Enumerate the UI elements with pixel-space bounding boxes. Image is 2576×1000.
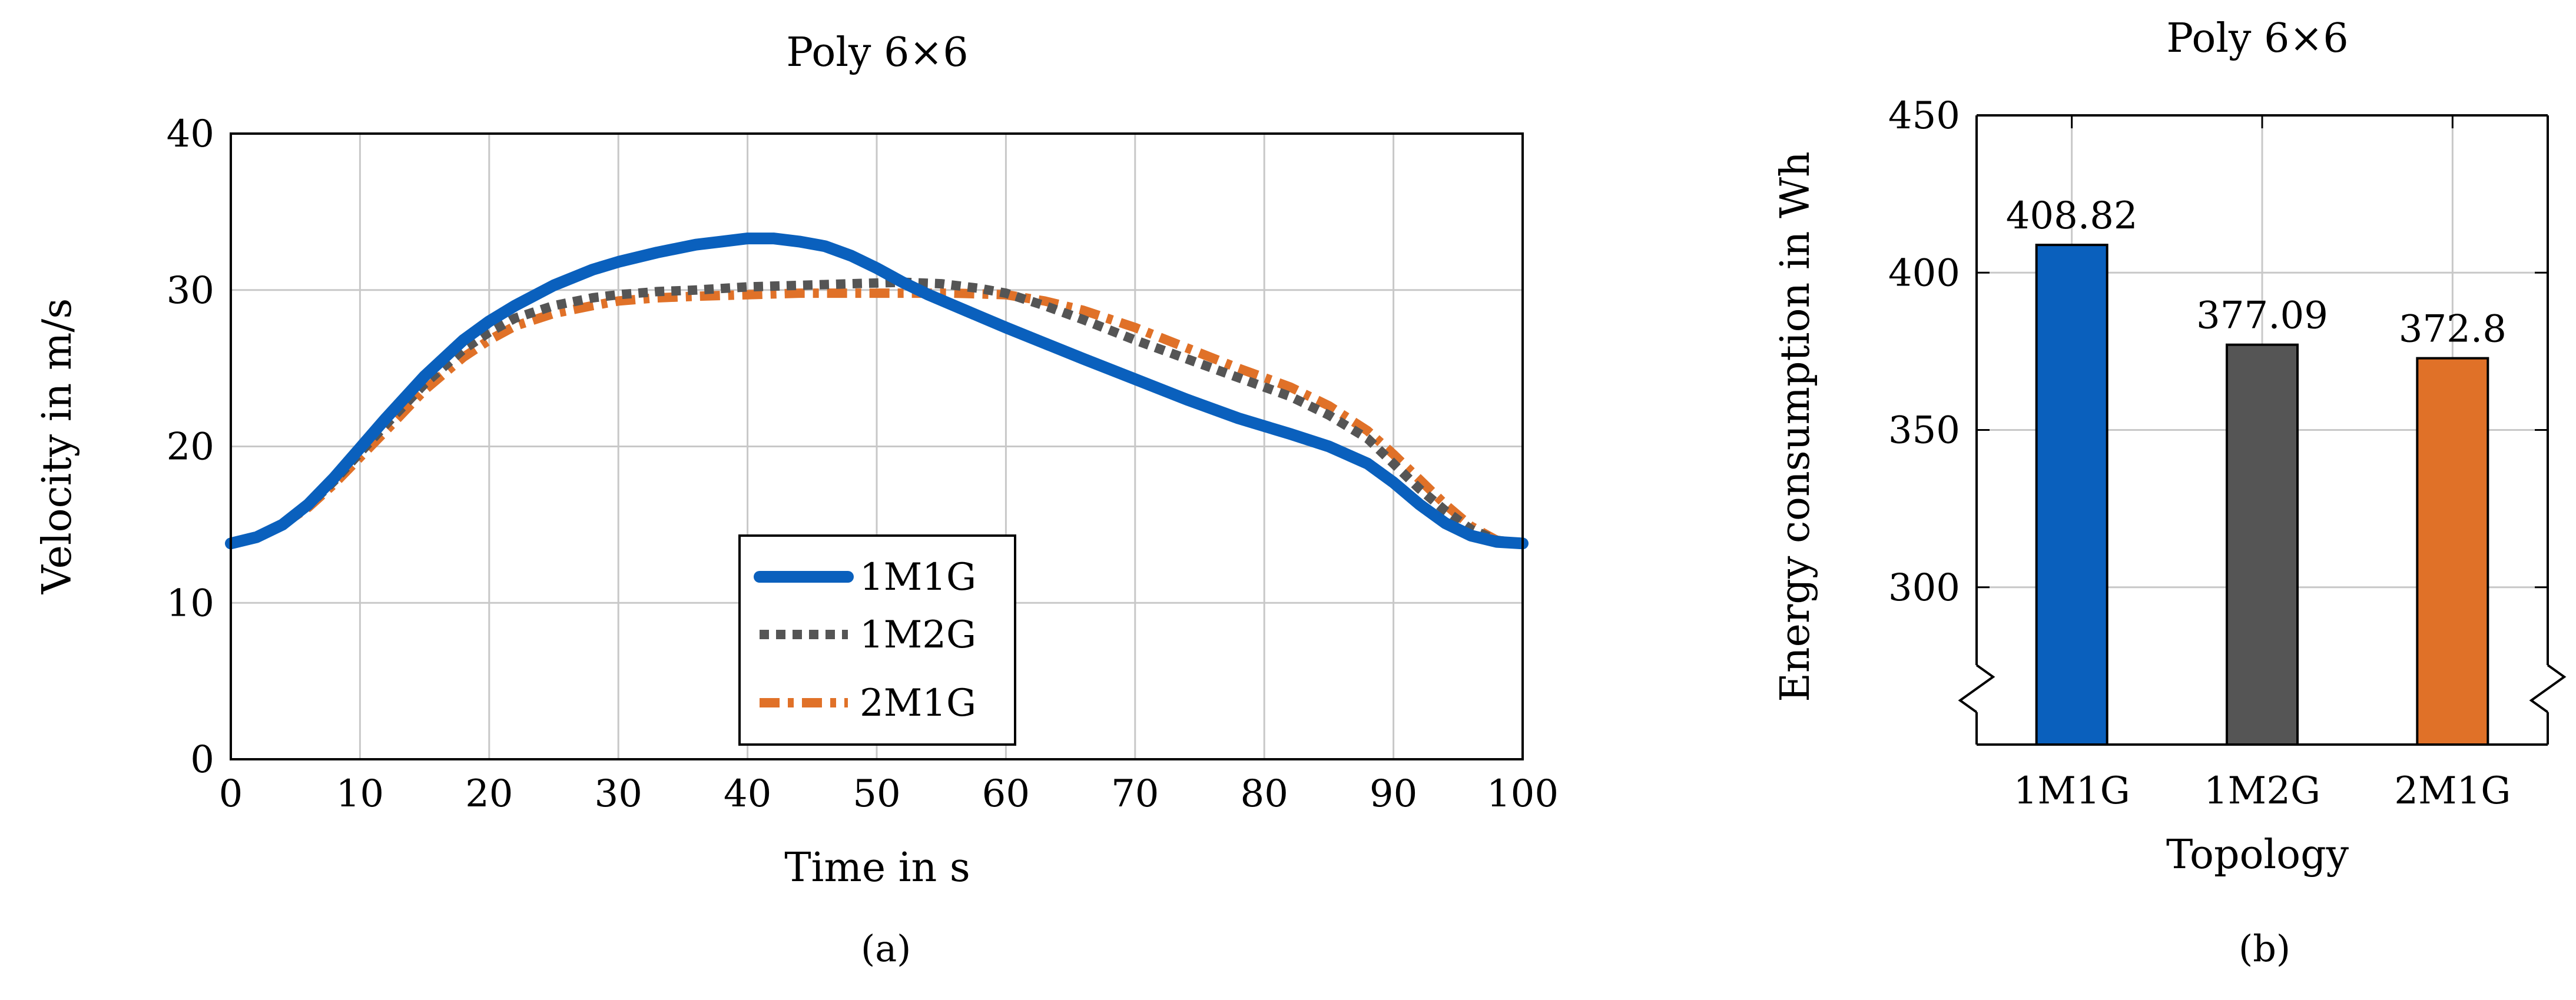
bar-chart-bars bbox=[2035, 244, 2489, 746]
bar-chart-title: Poly 6×6 bbox=[2166, 15, 2348, 62]
line-chart-x-ticks: 0 10 20 30 40 50 60 70 80 90 100 bbox=[219, 772, 1559, 816]
bar-1m1g bbox=[2035, 244, 2108, 746]
energy-bar-chart: Poly 6×6 300 350 400 450 1M1G 1M2G 2M1G 408.8… bbox=[1772, 15, 2567, 878]
axis-break-zigzag bbox=[2529, 664, 2567, 713]
x-tick-label-10: 10 bbox=[336, 772, 384, 816]
y-tick-label-30: 30 bbox=[167, 269, 214, 313]
line-chart-x-axis-label: Time in s bbox=[784, 845, 970, 891]
x-tick-label-90: 90 bbox=[1370, 772, 1417, 816]
bar-1m2g bbox=[2226, 343, 2299, 746]
panel-label-a: (a) bbox=[861, 927, 911, 970]
bar-x-tick-label-1m2g: 1M2G bbox=[2204, 769, 2320, 813]
legend-frame bbox=[738, 534, 1016, 746]
bar-chart-y-axis-label: Energy consumption in Wh bbox=[1772, 151, 1819, 702]
legend-label-1m1g: 1M1G bbox=[860, 556, 976, 599]
bar-y-tick-label-350: 350 bbox=[1888, 409, 1960, 453]
bar-value-label-1m2g: 377.09 bbox=[2196, 294, 2328, 338]
x-tick-label-20: 20 bbox=[465, 772, 513, 816]
line-chart-y-ticks: 0 10 20 30 40 bbox=[167, 112, 214, 782]
x-tick-label-40: 40 bbox=[724, 772, 771, 816]
legend-label-2m1g: 2M1G bbox=[860, 682, 976, 725]
bar-value-label-2m1g: 372.8 bbox=[2399, 308, 2507, 351]
bar-x-tick-label-2m1g: 2M1G bbox=[2394, 769, 2511, 813]
y-tick-label-40: 40 bbox=[167, 112, 214, 156]
y-tick-label-0: 0 bbox=[190, 738, 214, 782]
x-tick-label-100: 100 bbox=[1487, 772, 1559, 816]
bar-value-label-1m1g: 408.82 bbox=[2006, 194, 2138, 238]
bar-chart-y-ticks: 300 350 400 450 bbox=[1888, 94, 2548, 610]
x-tick-label-70: 70 bbox=[1111, 772, 1159, 816]
panel-label-b: (b) bbox=[2239, 927, 2291, 970]
line-chart-legend: 1M1G 1M2G 2M1G bbox=[738, 534, 1016, 746]
x-tick-label-60: 60 bbox=[982, 772, 1030, 816]
bar-y-tick-label-400: 400 bbox=[1888, 251, 1960, 295]
x-tick-label-30: 30 bbox=[594, 772, 642, 816]
bar-2m1g bbox=[2416, 357, 2489, 746]
line-chart-title: Poly 6×6 bbox=[786, 29, 968, 76]
line-chart-plot-frame bbox=[230, 132, 1524, 760]
x-tick-label-0: 0 bbox=[219, 772, 243, 816]
axis-break-zigzag bbox=[1958, 664, 1995, 713]
line-chart-series bbox=[225, 232, 1529, 550]
bar-x-tick-label-1m1g: 1M1G bbox=[2014, 769, 2130, 813]
x-tick-label-50: 50 bbox=[853, 772, 900, 816]
bar-y-tick-label-450: 450 bbox=[1888, 94, 1960, 138]
bar-chart-x-axis-label: Topology bbox=[2166, 832, 2349, 878]
bar-y-tick-label-300: 300 bbox=[1888, 566, 1960, 610]
line-chart-y-axis-label: Velocity in m/s bbox=[34, 298, 81, 594]
bar-chart-value-labels: 408.82 377.09 372.8 bbox=[2006, 194, 2507, 351]
velocity-line-chart: Poly 6×6 0 10 20 30 40 50 60 70 80 90 100 0 10 20 30 4… bbox=[34, 29, 1559, 891]
bar-chart-x-ticks: 1M1G 1M2G 2M1G bbox=[2014, 115, 2511, 813]
x-tick-label-80: 80 bbox=[1240, 772, 1288, 816]
y-tick-label-20: 20 bbox=[167, 426, 214, 469]
y-tick-label-10: 10 bbox=[167, 582, 214, 625]
series-line-1m1g bbox=[225, 232, 1529, 550]
legend-label-1m2g: 1M2G bbox=[860, 613, 976, 657]
